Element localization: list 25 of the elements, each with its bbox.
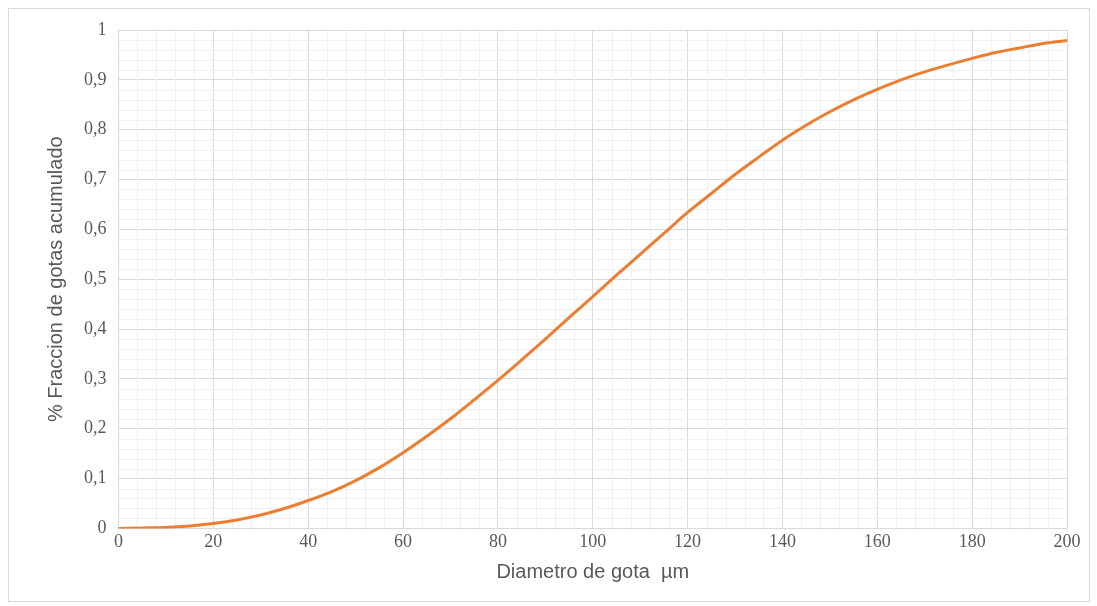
x-tick-label: 40: [299, 530, 318, 551]
y-tick-label: 0,4: [84, 317, 107, 338]
x-tick-label: 20: [204, 530, 223, 551]
x-tick-label: 160: [863, 530, 891, 551]
x-tick-label: 0: [114, 530, 123, 551]
y-tick-label: 0: [97, 517, 107, 538]
y-axis-title: % Fraccion de gotas acumulado: [43, 136, 66, 423]
y-tick-label: 1: [97, 18, 107, 39]
y-tick-label: 0,9: [84, 68, 107, 89]
x-axis-title: Diametro de gota µm: [496, 559, 690, 582]
x-tick-label: 180: [958, 530, 986, 551]
y-tick-label: 0,7: [84, 168, 107, 189]
line-series: [118, 38, 1067, 529]
y-tick-label: 0,3: [84, 367, 107, 388]
x-tick-label: 80: [488, 530, 507, 551]
y-tick-label: 0,2: [84, 417, 107, 438]
x-tick-label: 60: [394, 530, 413, 551]
x-tick-label: 200: [1053, 530, 1081, 551]
y-tick-label: 0,5: [84, 267, 107, 288]
y-tick-label: 0,6: [84, 218, 107, 239]
x-tick-label: 140: [768, 530, 796, 551]
y-tick-label: 0,1: [84, 467, 107, 488]
y-tick-label: 0,8: [84, 118, 107, 139]
x-tick-label: 100: [579, 530, 607, 551]
x-tick-label: 120: [674, 530, 702, 551]
